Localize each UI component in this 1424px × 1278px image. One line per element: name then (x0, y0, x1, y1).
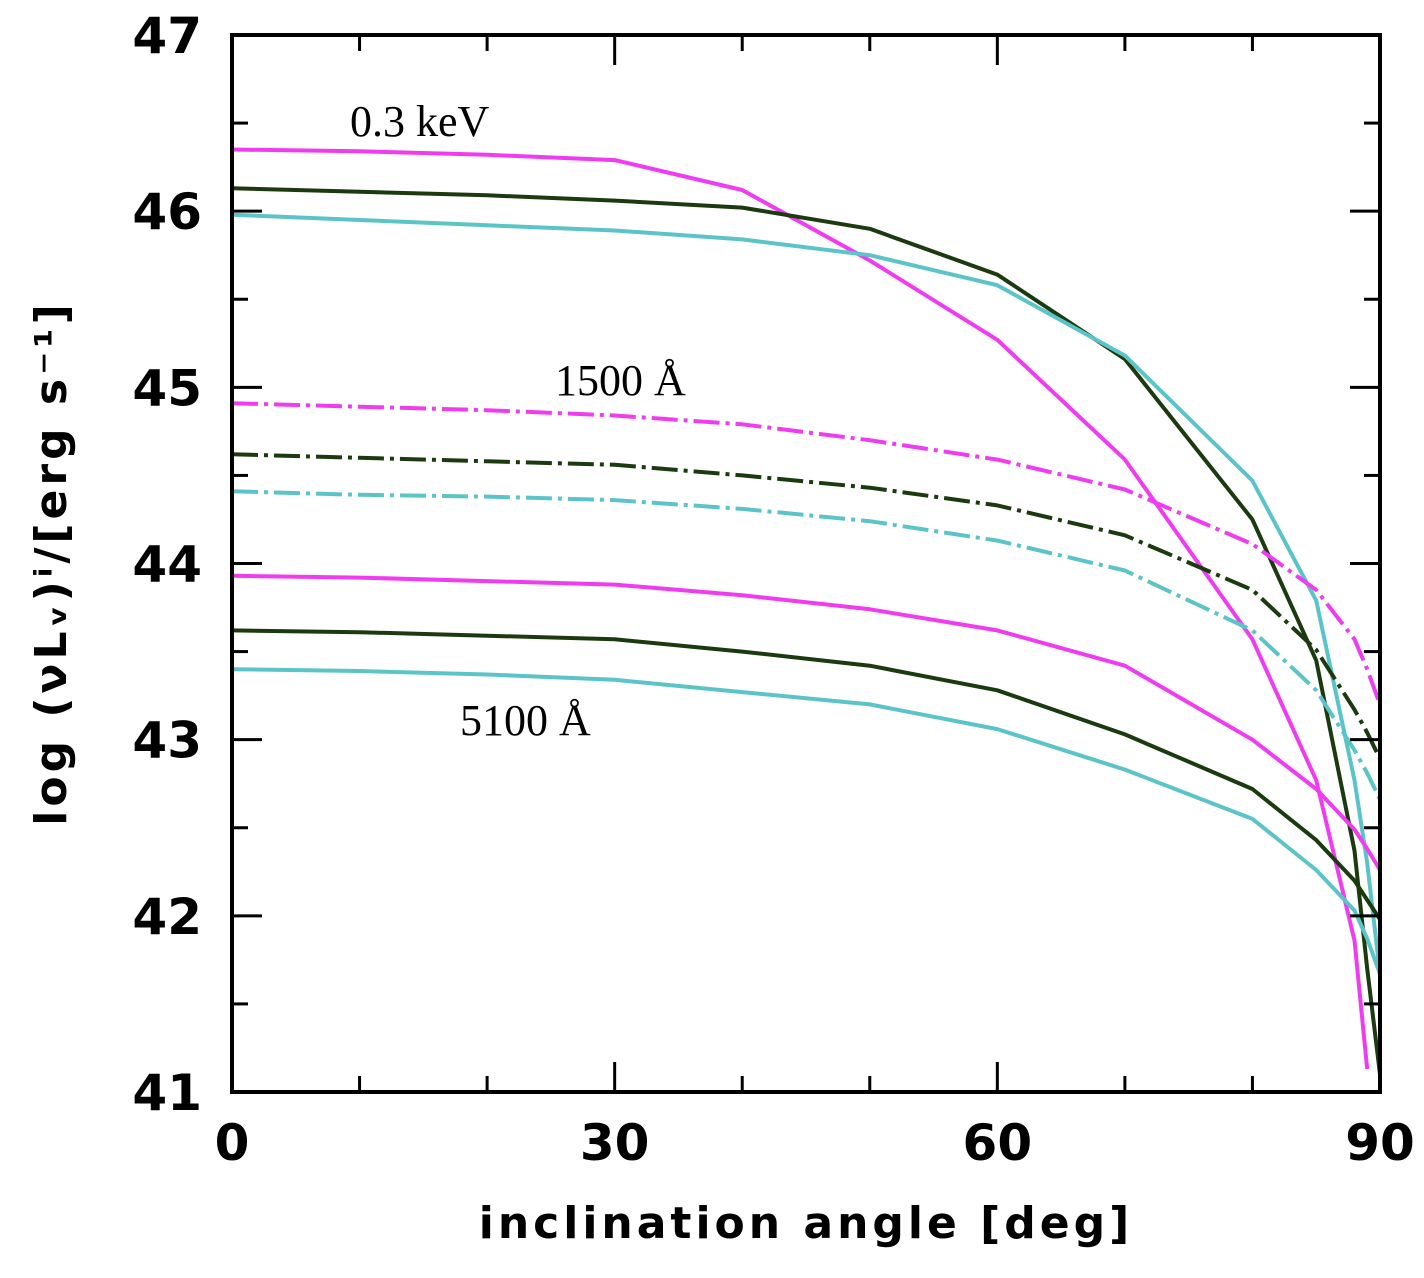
line-series (231, 489, 1382, 801)
x-tick-label: 60 (963, 1114, 1033, 1172)
y-axis-title: log (νLᵥ)ⁱ/[erg s⁻¹] (26, 300, 77, 825)
y-tick-label: 47 (132, 7, 202, 65)
line-series (231, 401, 1382, 706)
y-tick-label: 45 (132, 359, 202, 417)
line-series (231, 212, 1382, 975)
y-tick-label: 41 (132, 1064, 202, 1122)
y-tick-label: 42 (132, 888, 202, 946)
x-tick-label: 30 (580, 1114, 650, 1172)
annotation: 5100 Å (460, 696, 591, 745)
line-series (231, 147, 1370, 1070)
line-series (231, 628, 1382, 921)
y-tick-label: 43 (132, 712, 202, 770)
x-tick-label: 0 (215, 1114, 250, 1172)
annotation: 0.3 keV (350, 97, 490, 146)
line-series (231, 452, 1382, 760)
line-series (231, 573, 1382, 872)
line-series (231, 186, 1382, 1075)
y-tick-label: 44 (132, 536, 202, 594)
y-tick-label: 46 (132, 183, 202, 241)
line-series (231, 667, 1382, 975)
x-axis-title: inclination angle [deg] (479, 1198, 1133, 1249)
annotation: 1500 Å (555, 356, 686, 405)
x-tick-label: 90 (1345, 1114, 1415, 1172)
